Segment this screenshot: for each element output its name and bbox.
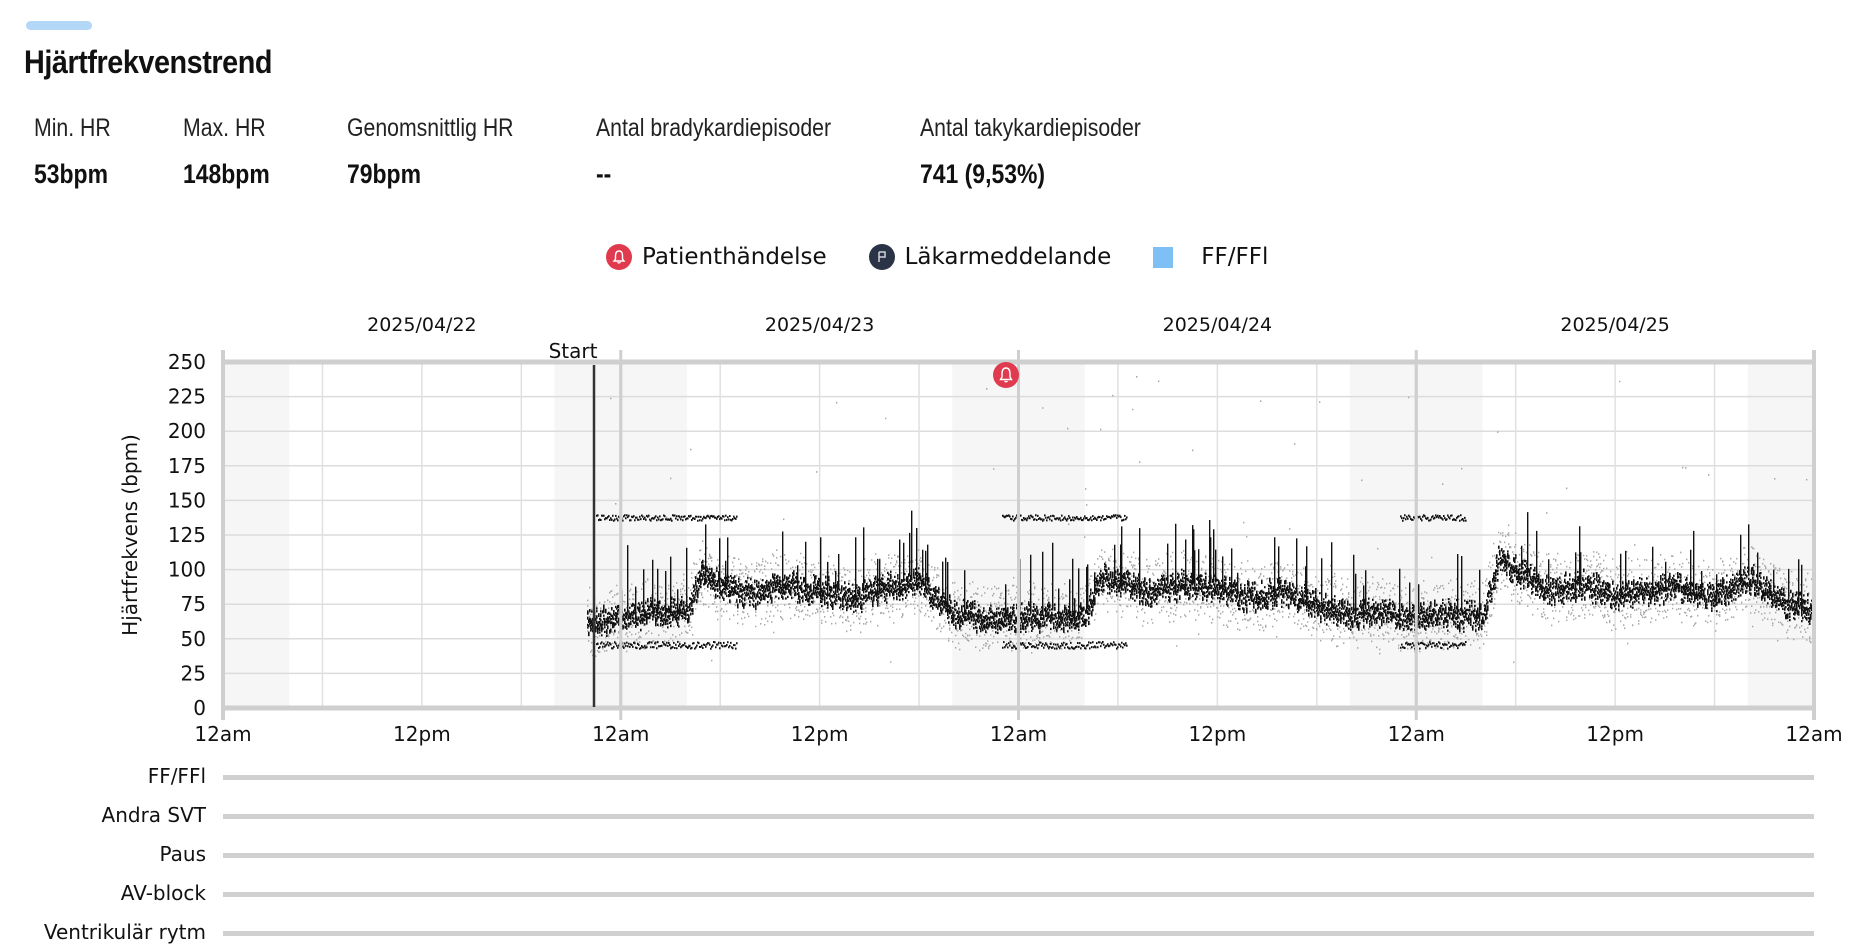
start-marker: Start [549, 339, 598, 707]
af-color-swatch [1153, 246, 1174, 268]
stat-value: 148bpm [183, 159, 270, 189]
date-label: 2025/04/25 [1560, 314, 1670, 336]
chart-axes: 0 25 50 75 100 125 150 175 200 225 250 12am 12pm 12am… [168, 314, 1843, 746]
event-row-track [223, 814, 1814, 819]
stat-label: Genomsnittlig HR [347, 114, 514, 142]
y-tick-label: 25 [181, 661, 206, 685]
stat-brady-episodes: Antal bradykardiepisoder -- [596, 114, 873, 190]
event-row-label: Paus [159, 842, 206, 866]
y-tick-label: 250 [168, 350, 206, 374]
stat-tachy-episodes: Antal takykardiepisoder 741 (9,53%) [920, 114, 1180, 190]
x-tick-label: 12pm [791, 722, 849, 746]
event-row-label: FF/FFl [147, 764, 206, 788]
stat-label: Antal takykardiepisoder [920, 114, 1141, 142]
y-tick-label: 150 [168, 488, 206, 512]
y-tick-label: 125 [168, 523, 206, 547]
event-row-label: Ventrikulär rytm [43, 920, 206, 944]
y-tick-label: 225 [168, 385, 206, 409]
event-row-track [223, 853, 1814, 858]
stat-label: Max. HR [183, 114, 266, 142]
legend-label: Läkarmeddelande [904, 244, 1112, 270]
y-tick-label: 100 [168, 558, 206, 582]
legend-item-physician-note[interactable]: Läkarmeddelande [868, 244, 1112, 270]
flag-icon [868, 244, 895, 270]
stat-label: Antal bradykardiepisoder [596, 114, 832, 142]
x-tick-label: 12am [1785, 722, 1842, 746]
legend-item-af[interactable]: FF/FFl [1153, 244, 1268, 270]
stat-value: 741 (9,53%) [920, 159, 1046, 189]
y-tick-label: 75 [181, 592, 206, 616]
y-tick-label: 200 [168, 419, 206, 443]
x-tick-label: 12am [592, 722, 649, 746]
legend-label: FF/FFl [1201, 244, 1269, 270]
event-row-track [223, 775, 1814, 780]
legend-label: Patienthändelse [642, 244, 827, 270]
date-label: 2025/04/23 [765, 314, 875, 336]
stat-label: Min. HR [34, 114, 111, 142]
patient-event-marker[interactable] [993, 362, 1019, 388]
legend-item-patient-event[interactable]: Patienthändelse [606, 244, 827, 270]
stat-value: -- [596, 159, 612, 189]
x-tick-label: 12pm [1189, 722, 1247, 746]
stat-value: 79bpm [347, 159, 421, 189]
y-tick-label: 0 [193, 696, 206, 720]
start-label: Start [549, 339, 598, 363]
stat-max-hr: Max. HR 148bpm [183, 114, 285, 190]
stat-avg-hr: Genomsnittlig HR 79bpm [347, 114, 543, 190]
x-tick-label: 12am [194, 722, 251, 746]
y-tick-label: 175 [168, 454, 206, 478]
chart-legend: Patienthändelse Läkarmeddelande FF/FFl [606, 244, 1310, 270]
x-tick-label: 12pm [1586, 722, 1644, 746]
event-row-label: Andra SVT [101, 803, 206, 827]
x-tick-label: 12am [990, 722, 1047, 746]
stat-min-hr: Min. HR 53bpm [34, 114, 124, 190]
stat-value: 53bpm [34, 159, 108, 189]
event-row-label: AV-block [120, 881, 206, 905]
y-tick-label: 50 [181, 627, 206, 651]
header-accent-bar [26, 21, 92, 30]
x-tick-label: 12pm [393, 722, 451, 746]
x-tick-label: 12am [1388, 722, 1445, 746]
event-row-track [223, 931, 1814, 936]
bell-icon [606, 244, 632, 270]
page-title: Hjärtfrekvenstrend [24, 44, 272, 80]
y-axis-label: Hjärtfrekvens (bpm) [118, 434, 142, 636]
hr-scatter [587, 376, 1813, 664]
date-label: 2025/04/22 [367, 314, 477, 336]
hr-trend-chart: 0 25 50 75 100 125 150 175 200 225 250 12am 12pm 12am… [118, 314, 1843, 746]
event-row-track [223, 892, 1814, 897]
date-label: 2025/04/24 [1163, 314, 1273, 336]
